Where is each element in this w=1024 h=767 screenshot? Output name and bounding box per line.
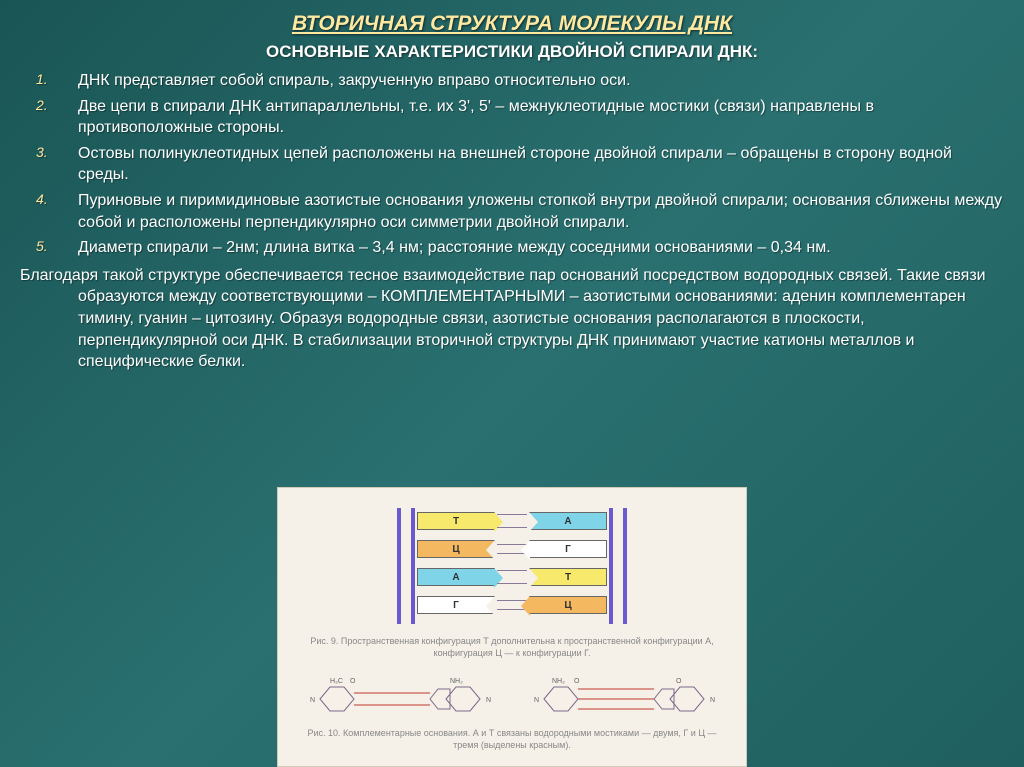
pair-row: А Т	[417, 568, 607, 586]
point-item: Две цепи в спирали ДНК антипараллельны, …	[78, 96, 1004, 139]
points-list: ДНК представляет собой спираль, закручен…	[20, 70, 1004, 259]
chem-structures: H₃C O N NH₂ N NH₂ O N O	[278, 669, 746, 724]
base-C: Ц	[529, 596, 607, 614]
svg-text:O: O	[574, 678, 580, 685]
base-C: Ц	[417, 540, 495, 558]
svg-text:N: N	[534, 697, 539, 704]
backbone-rail	[397, 508, 401, 624]
svg-text:O: O	[350, 678, 356, 685]
slide-subtitle: ОСНОВНЫЕ ХАРАКТЕРИСТИКИ ДВОЙНОЙ СПИРАЛИ …	[20, 42, 1004, 62]
pair-row: Т А	[417, 512, 607, 530]
base-T: Т	[529, 568, 607, 586]
svg-text:NH₂: NH₂	[450, 678, 463, 685]
backbone-rail	[623, 508, 627, 624]
pair-row: Г Ц	[417, 596, 607, 614]
chem-structure-GC: NH₂ O N O N	[524, 669, 724, 724]
point-item: Пуриновые и пиримидиновые азотистые осно…	[78, 190, 1004, 233]
point-item: Диаметр спирали – 2нм; длина витка – 3,4…	[78, 237, 1004, 259]
base-pairs-diagram: Т А Ц Г А Т Г Ц	[397, 506, 627, 626]
svg-text:N: N	[710, 697, 715, 704]
figure-panel: Т А Ц Г А Т Г Ц Рис. 9. Пространственная…	[277, 487, 747, 767]
svg-text:NH₂: NH₂	[552, 678, 565, 685]
pair-row: Ц Г	[417, 540, 607, 558]
base-G: Г	[417, 596, 495, 614]
body-paragraph: Благодаря такой структуре обеспечивается…	[20, 265, 1004, 373]
base-A: А	[529, 512, 607, 530]
base-G: Г	[529, 540, 607, 558]
slide-title: ВТОРИЧНАЯ СТРУКТУРА МОЛЕКУЛЫ ДНК	[20, 12, 1004, 36]
svg-text:N: N	[486, 697, 491, 704]
backbone-rail	[411, 508, 415, 624]
point-item: Остовы полинуклеотидных цепей расположен…	[78, 143, 1004, 186]
backbone-rail	[609, 508, 613, 624]
figure-caption-2: Рис. 10. Комплементарные основания. А и …	[298, 728, 726, 751]
svg-text:H₃C: H₃C	[330, 678, 343, 685]
svg-text:N: N	[310, 697, 315, 704]
figure-caption-1: Рис. 9. Пространственная конфигурация Т …	[298, 636, 726, 659]
base-A: А	[417, 568, 495, 586]
point-item: ДНК представляет собой спираль, закручен…	[78, 70, 1004, 92]
chem-structure-AT: H₃C O N NH₂ N	[300, 669, 500, 724]
base-T: Т	[417, 512, 495, 530]
svg-text:O: O	[676, 678, 682, 685]
